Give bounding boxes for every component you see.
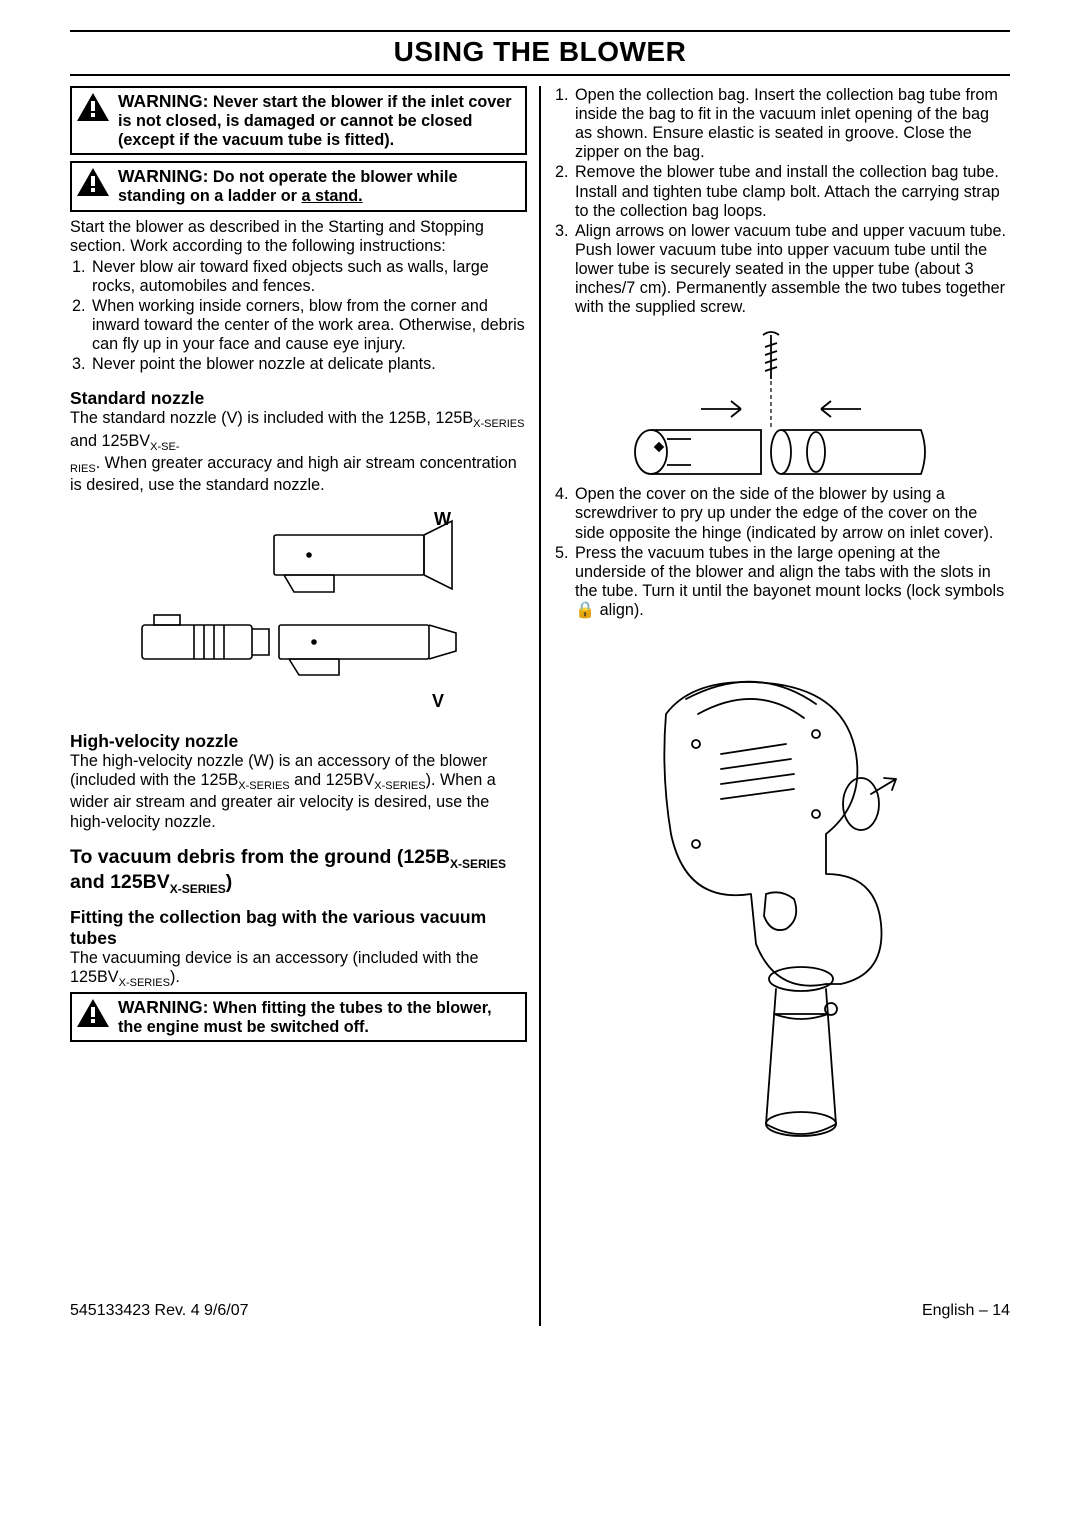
warning-3-lead: WARNING: — [118, 997, 208, 1017]
list-item: When working inside corners, blow from t… — [90, 297, 527, 354]
list-item: Remove the blower tube and install the c… — [573, 163, 1010, 220]
warning-box-1: WARNING: Never start the blower if the i… — [70, 86, 527, 155]
page: USING THE BLOWER WARNING: Never start th… — [0, 0, 1080, 1526]
warning-1-lead: WARNING: — [118, 91, 208, 111]
text: Press the vacuum tubes in the large open… — [575, 544, 1004, 600]
rule-under-title — [70, 74, 1010, 76]
list-item: Open the collection bag. Insert the coll… — [573, 86, 1010, 162]
warning-box-2: WARNING: Do not operate the blower while… — [70, 161, 527, 211]
label-w: W — [434, 509, 451, 529]
text: align). — [595, 601, 644, 619]
fitting-paragraph: The vacuuming device is an accessory (in… — [70, 949, 527, 990]
warning-triangle-icon — [76, 92, 110, 122]
subscript: X-SERIES — [450, 857, 506, 871]
subscript: X-SERIES — [170, 882, 226, 896]
subscript: X-SERIES — [119, 977, 170, 989]
subscript: X-SERIES — [238, 780, 289, 792]
standard-nozzle-paragraph: The standard nozzle (V) is included with… — [70, 409, 527, 495]
footer-right: English – 14 — [922, 1302, 1010, 1320]
footer-left: 545133423 Rev. 4 9/6/07 — [70, 1302, 249, 1320]
warning-2-body-underlined: a stand. — [301, 187, 362, 205]
text: and 125BV — [70, 432, 150, 450]
right-list-2: Open the cover on the side of the blower… — [553, 485, 1010, 620]
usage-list: Never blow air toward fixed objects such… — [70, 258, 527, 375]
text: To vacuum debris from the ground (125B — [70, 846, 450, 868]
nozzle-figure: W — [70, 507, 527, 717]
text: ) — [226, 871, 233, 893]
column-divider — [539, 86, 541, 1326]
text: and 125BV — [290, 771, 375, 789]
list-item: Open the cover on the side of the blower… — [573, 485, 1010, 542]
text: and 125BV — [70, 871, 170, 893]
subscript: X-SERIES — [374, 780, 425, 792]
vacuum-heading: To vacuum debris from the ground (125BX-… — [70, 846, 527, 897]
list-item: Never point the blower nozzle at delicat… — [90, 355, 527, 374]
subscript: RIES — [70, 463, 96, 475]
warning-2-text: WARNING: Do not operate the blower while… — [118, 166, 519, 206]
text: ). — [170, 968, 180, 986]
subscript: X-SERIES — [473, 419, 524, 431]
right-column: Open the collection bag. Insert the coll… — [549, 86, 1010, 1326]
page-footer: 545133423 Rev. 4 9/6/07 English – 14 — [70, 1302, 1010, 1320]
label-v: V — [432, 691, 444, 711]
list-item: Never blow air toward fixed objects such… — [90, 258, 527, 296]
subscript: X-SE- — [150, 441, 179, 453]
list-item: Align arrows on lower vacuum tube and up… — [573, 222, 1010, 318]
two-column-layout: WARNING: Never start the blower if the i… — [70, 86, 1010, 1326]
list-item: Press the vacuum tubes in the large open… — [573, 544, 1010, 620]
intro-paragraph: Start the blower as described in the Sta… — [70, 218, 527, 256]
warning-box-3: WARNING: When fitting the tubes to the b… — [70, 992, 527, 1042]
warning-2-lead: WARNING: — [118, 166, 208, 186]
right-list-1: Open the collection bag. Insert the coll… — [553, 86, 1010, 317]
warning-1-text: WARNING: Never start the blower if the i… — [118, 91, 519, 150]
lock-icon: 🔒 — [575, 601, 595, 619]
warning-3-text: WARNING: When fitting the tubes to the b… — [118, 997, 519, 1037]
blower-figure — [553, 644, 1010, 1144]
text: . When greater accuracy and high air str… — [70, 454, 517, 494]
high-velocity-paragraph: The high-velocity nozzle (W) is an acces… — [70, 752, 527, 832]
fitting-heading: Fitting the collection bag with the vari… — [70, 907, 527, 949]
page-title: USING THE BLOWER — [70, 36, 1010, 68]
standard-nozzle-heading: Standard nozzle — [70, 388, 527, 409]
left-column: WARNING: Never start the blower if the i… — [70, 86, 531, 1326]
warning-triangle-icon — [76, 998, 110, 1028]
high-velocity-heading: High-velocity nozzle — [70, 731, 527, 752]
tube-assembly-figure — [553, 329, 1010, 479]
warning-triangle-icon — [76, 167, 110, 197]
rule-top — [70, 30, 1010, 32]
text: The standard nozzle (V) is included with… — [70, 409, 473, 427]
